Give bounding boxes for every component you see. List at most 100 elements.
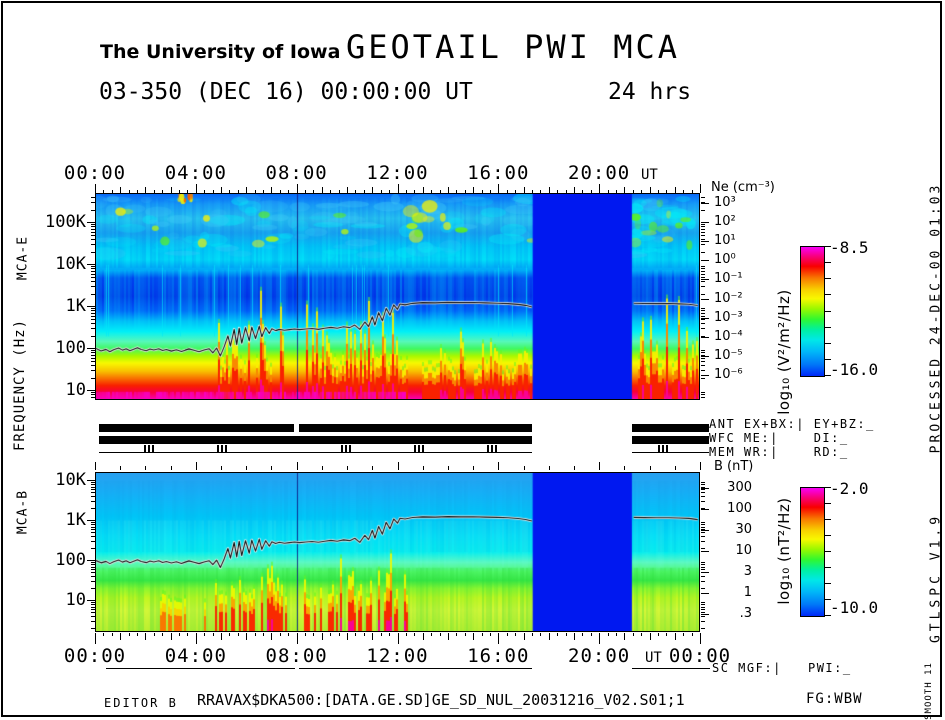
tick-mark — [641, 190, 642, 193]
tick-mark — [701, 241, 709, 242]
tick-mark — [700, 462, 701, 470]
ne-tick-label: 10⁻¹ — [714, 271, 743, 287]
tick-mark — [701, 286, 705, 287]
tick-mark — [305, 190, 306, 193]
spectrogram-mca-e — [95, 193, 700, 400]
time-tick-label: 16:00 — [467, 162, 530, 184]
tick-mark — [701, 313, 705, 314]
tick-mark — [297, 462, 298, 470]
tick-mark — [524, 633, 525, 640]
tick-mark — [148, 445, 150, 453]
tick-mark — [91, 548, 95, 549]
tick-mark — [221, 633, 222, 640]
tick-mark — [701, 621, 705, 622]
tick-mark — [120, 466, 121, 470]
tick-mark — [398, 633, 399, 644]
tick-mark — [701, 522, 705, 523]
tick-mark — [633, 633, 634, 636]
tick-mark — [423, 633, 424, 640]
tick-mark — [532, 190, 533, 193]
tick-mark — [322, 187, 323, 193]
tick-mark — [120, 633, 121, 640]
tick-mark — [465, 190, 466, 193]
tick-mark — [701, 529, 705, 530]
tick-mark — [675, 187, 676, 193]
tick-mark — [91, 397, 95, 398]
tick-mark — [389, 190, 390, 193]
tick-mark — [423, 466, 424, 470]
tick-mark — [91, 277, 95, 278]
b-tick-label: .3 — [739, 606, 752, 621]
tick-mark — [701, 527, 705, 528]
tick-mark — [91, 226, 95, 227]
tick-mark — [662, 445, 664, 453]
tick-mark — [91, 268, 95, 269]
tick-mark — [701, 356, 709, 357]
tick-mark — [91, 361, 95, 362]
ne-tick-label: 10⁰ — [714, 252, 736, 268]
tick-mark — [498, 633, 499, 644]
tick-mark — [95, 633, 96, 644]
status-bar — [98, 436, 533, 444]
tick-mark — [91, 197, 95, 198]
tick-mark — [246, 633, 247, 640]
tick-mark — [549, 466, 550, 470]
freq-tick-label: 10K — [55, 470, 86, 491]
tick-mark — [91, 564, 95, 565]
organization-label: The University of Iowa — [100, 41, 341, 63]
smooth-label: SMOOTH 11 — [924, 662, 934, 720]
ne-tick-label: 10⁻⁵ — [714, 347, 743, 363]
tick-mark — [701, 484, 705, 485]
tick-mark — [91, 572, 95, 573]
tick-mark — [91, 536, 95, 537]
status-line — [631, 668, 711, 669]
tick-mark — [683, 633, 684, 636]
freq-tick-label: 1K — [65, 510, 86, 531]
tick-mark — [825, 599, 831, 600]
tick-mark — [154, 190, 155, 193]
tick-mark — [658, 190, 659, 193]
tick-mark — [339, 190, 340, 193]
time-tick-label: 12:00 — [366, 162, 429, 184]
tick-mark — [701, 350, 705, 351]
colorbar-label-e: log₁₀ (V²/m²/Hz) — [775, 289, 793, 415]
tick-mark — [406, 633, 407, 636]
tick-mark — [701, 397, 705, 398]
tick-mark — [582, 190, 583, 193]
tick-mark — [91, 508, 95, 509]
tick-mark — [701, 567, 705, 568]
tick-mark — [701, 260, 709, 261]
tick-mark — [599, 462, 600, 470]
tick-mark — [91, 522, 95, 523]
tick-mark — [297, 184, 298, 193]
tick-mark — [91, 562, 95, 563]
tick-mark — [95, 462, 96, 470]
tick-mark — [91, 378, 95, 379]
tick-mark — [91, 484, 95, 485]
tick-mark — [498, 462, 499, 470]
tick-mark — [91, 365, 95, 366]
tick-mark — [515, 633, 516, 636]
tick-mark — [297, 633, 298, 644]
tick-mark — [271, 466, 272, 470]
time-tick-label: 00:00 — [63, 645, 127, 667]
tick-mark — [91, 319, 95, 320]
tick-mark — [658, 633, 659, 636]
tick-mark — [701, 569, 705, 570]
tick-mark — [701, 226, 705, 227]
tick-mark — [91, 281, 95, 282]
tick-mark — [473, 633, 474, 640]
tick-mark — [225, 445, 227, 453]
b-axis-title: B (nT) — [714, 459, 754, 474]
status-bar — [631, 436, 709, 444]
tick-mark — [557, 633, 558, 636]
tick-mark — [524, 187, 525, 193]
tick-mark — [701, 501, 705, 502]
tick-mark — [91, 271, 95, 272]
tick-mark — [91, 541, 95, 542]
b-tick-label: 30 — [735, 522, 752, 537]
tick-mark — [701, 576, 705, 577]
tick-mark — [330, 190, 331, 193]
tick-mark — [701, 609, 705, 610]
tick-mark — [280, 633, 281, 636]
